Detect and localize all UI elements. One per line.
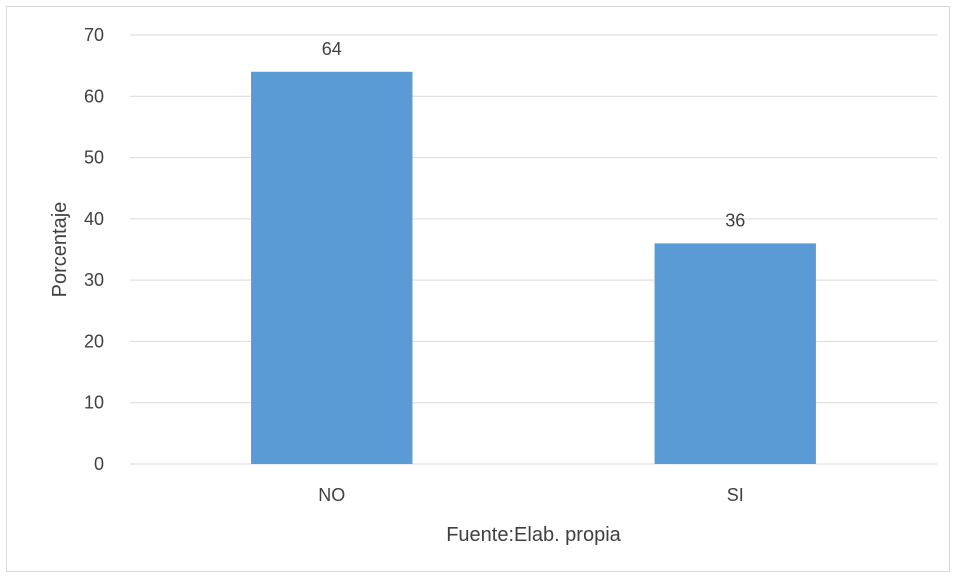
x-axis-title: Fuente:Elab. propia — [446, 524, 621, 546]
y-tick-label: 50 — [84, 148, 104, 168]
data-label: 36 — [725, 210, 745, 230]
y-tick-label: 70 — [84, 25, 104, 45]
y-tick-label: 20 — [84, 331, 104, 351]
y-axis-title: Porcentaje — [49, 202, 71, 298]
y-tick-label: 40 — [84, 209, 104, 229]
y-tick-label: 60 — [84, 86, 104, 106]
x-tick-label: SI — [727, 485, 744, 505]
y-tick-label: 30 — [84, 270, 104, 290]
bar-si — [654, 243, 816, 464]
x-axis-ticks: NO SI — [318, 485, 744, 505]
bars — [251, 71, 816, 465]
x-tick-label: NO — [318, 485, 345, 505]
y-tick-label: 10 — [84, 393, 104, 413]
data-label: 64 — [322, 39, 342, 59]
y-axis-ticks: 0 10 20 30 40 50 60 70 — [84, 25, 104, 474]
bar-no — [251, 71, 413, 465]
y-tick-label: 0 — [94, 454, 104, 474]
data-labels: 64 36 — [322, 39, 746, 231]
